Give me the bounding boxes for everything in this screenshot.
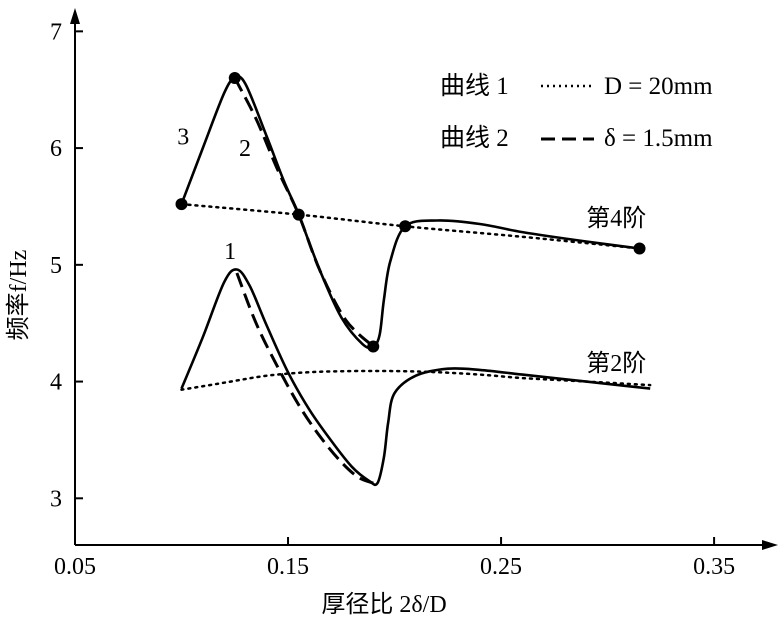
y-axis-label: 频率f/Hz bbox=[5, 250, 32, 341]
x-axis-arrow bbox=[762, 540, 778, 550]
legend-label-2: 曲线 2 bbox=[440, 124, 509, 152]
data-point-marker bbox=[399, 220, 412, 233]
data-point-marker bbox=[367, 340, 380, 353]
x-axis-label: 厚径比 2δ/D bbox=[321, 591, 446, 618]
x-tick-label: 0.35 bbox=[693, 554, 735, 580]
legend-value-2: δ = 1.5mm bbox=[604, 125, 713, 152]
series-line-solid bbox=[180, 268, 651, 487]
curve-annotation: 3 bbox=[177, 124, 189, 150]
marker-layer bbox=[175, 72, 646, 353]
series-line-dashed bbox=[235, 272, 374, 485]
x-ticks: 0.05 0.15 0.25 0.35 bbox=[54, 537, 735, 580]
y-axis-arrow bbox=[70, 8, 80, 24]
x-tick-label: 0.05 bbox=[54, 554, 96, 580]
data-point-marker bbox=[228, 72, 241, 85]
legend: 曲线 1 D = 20mm 曲线 2 δ = 1.5mm bbox=[440, 72, 713, 152]
data-point-marker bbox=[175, 198, 188, 211]
y-tick-label: 6 bbox=[50, 136, 62, 162]
legend-label-1: 曲线 1 bbox=[440, 72, 509, 100]
series-layer bbox=[180, 75, 652, 487]
y-ticks: 3 4 5 6 7 bbox=[50, 19, 83, 512]
data-point-marker bbox=[633, 242, 646, 255]
curve-annotation: 第4阶 bbox=[586, 205, 646, 232]
y-tick-label: 3 bbox=[50, 486, 62, 512]
x-tick-label: 0.25 bbox=[480, 554, 522, 580]
curve-annotation: 2 bbox=[239, 136, 251, 162]
data-point-marker bbox=[292, 208, 305, 221]
y-tick-label: 4 bbox=[50, 370, 62, 396]
curve-annotation: 第2阶 bbox=[586, 350, 646, 377]
y-tick-label: 5 bbox=[50, 253, 62, 279]
axes: 0.05 0.15 0.25 0.35 3 4 5 6 7 bbox=[50, 8, 778, 580]
series-line-dashed bbox=[233, 77, 375, 348]
legend-value-1: D = 20mm bbox=[604, 73, 713, 100]
y-tick-label: 7 bbox=[50, 19, 62, 45]
x-tick-label: 0.15 bbox=[267, 554, 309, 580]
curve-annotation: 1 bbox=[224, 239, 236, 265]
